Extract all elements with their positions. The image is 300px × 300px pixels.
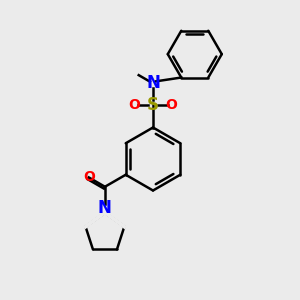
- Text: N: N: [146, 74, 160, 92]
- Text: O: O: [166, 98, 178, 112]
- Text: O: O: [128, 98, 140, 112]
- Text: N: N: [98, 199, 112, 217]
- Text: O: O: [83, 170, 95, 184]
- Text: S: S: [147, 96, 159, 114]
